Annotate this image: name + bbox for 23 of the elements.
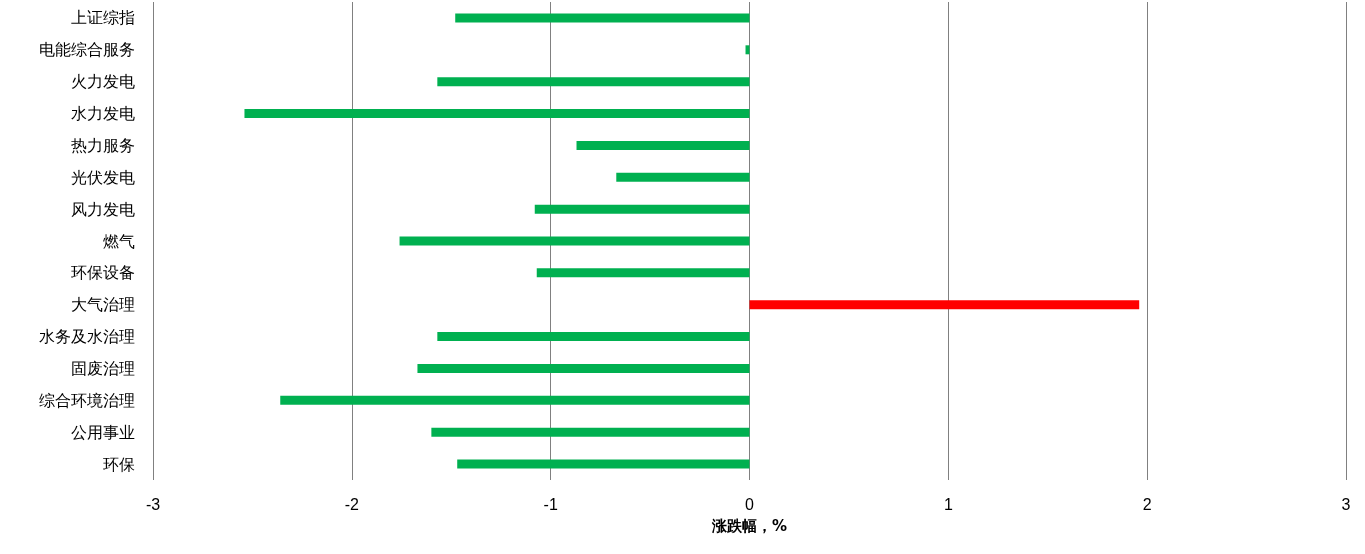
x-tick-label: -2 xyxy=(344,495,360,513)
y-tick-label: 水务及水治理 xyxy=(39,327,135,347)
y-tick-label: 上证综指 xyxy=(71,8,135,28)
x-tick-label: 2 xyxy=(1142,495,1152,513)
x-tick-label: -3 xyxy=(145,495,161,513)
x-tick-label: 3 xyxy=(1341,495,1351,513)
x-tick-label: -1 xyxy=(543,495,558,513)
y-tick-label: 固废治理 xyxy=(71,358,135,378)
y-tick-label: 光伏发电 xyxy=(71,167,135,187)
y-tick-label: 风力发电 xyxy=(71,199,135,219)
x-tick-label: 1 xyxy=(943,495,953,513)
x-axis-title: 涨跌幅，% xyxy=(710,516,788,535)
y-tick-label: 环保设备 xyxy=(71,263,135,283)
y-tick-label: 环保 xyxy=(103,454,135,474)
y-tick-label: 火力发电 xyxy=(71,72,135,92)
y-tick-label: 热力服务 xyxy=(71,135,135,155)
y-tick-label: 燃气 xyxy=(103,231,135,251)
y-tick-label: 公用事业 xyxy=(71,422,135,442)
y-tick-label: 水力发电 xyxy=(71,104,135,124)
y-tick-label: 大气治理 xyxy=(71,295,135,315)
x-tick-label: 0 xyxy=(745,495,755,513)
y-tick-label: 综合环境治理 xyxy=(39,390,135,410)
y-tick-label: 电能综合服务 xyxy=(39,40,135,60)
